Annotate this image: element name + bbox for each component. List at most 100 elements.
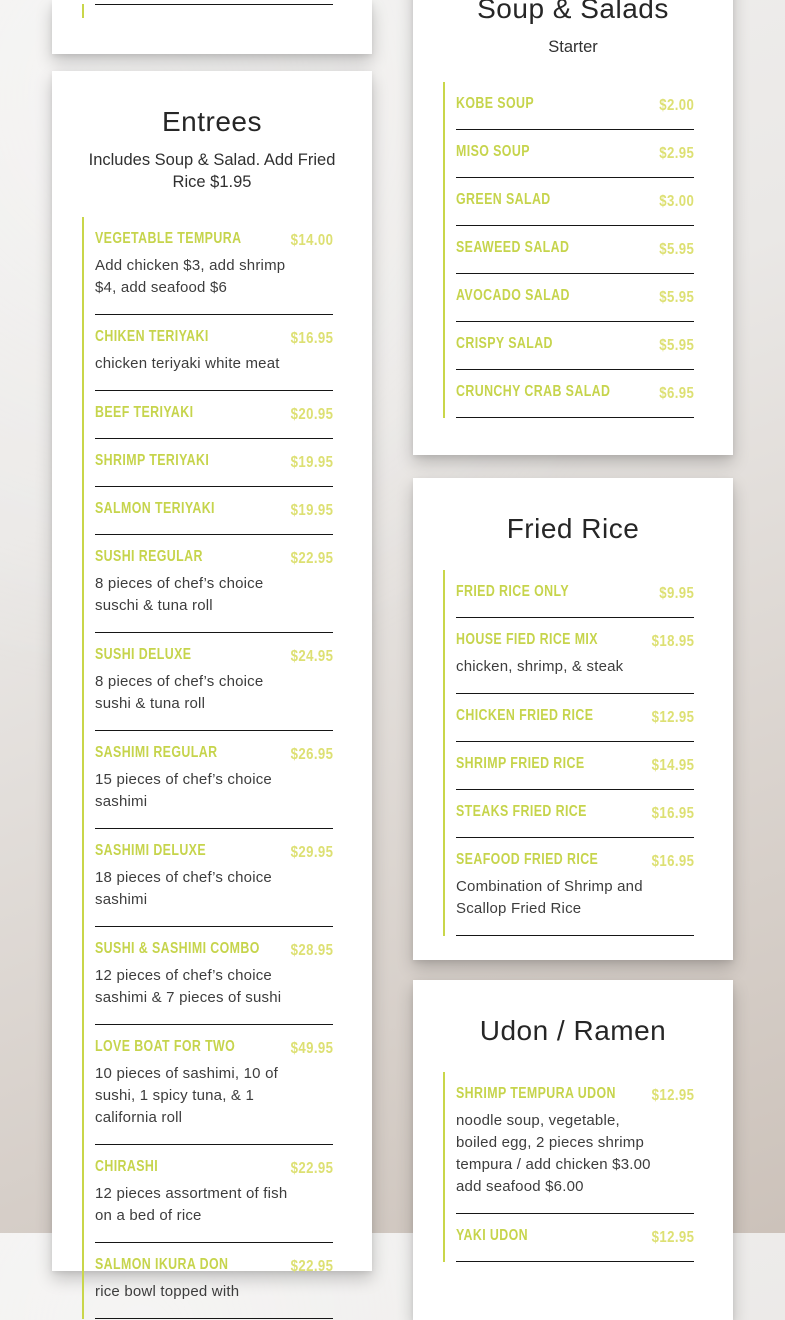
- item-name: Crispy Salad: [456, 335, 553, 352]
- item-name: Sushi Regular: [95, 548, 203, 565]
- item-price: $26.95: [290, 746, 333, 763]
- item-price: $2.00: [658, 97, 694, 114]
- item-description: rice bowl topped with: [95, 1283, 240, 1300]
- menu-item: Seafood Fried Rice $16.95 Combination of…: [456, 838, 694, 936]
- menu-item: Love Boat for Two $49.95 10 pieces of sa…: [95, 1025, 333, 1145]
- item-row: Sashimi Deluxe $29.95: [95, 842, 333, 861]
- item-name: Salmon Ikura Don: [95, 1256, 229, 1273]
- item-name: Seafood Fried Rice: [456, 851, 599, 868]
- item-name: Shrimp Teriyaki: [95, 452, 210, 469]
- menu-item: Chirashi $22.95 12 pieces assortment of …: [95, 1145, 333, 1243]
- menu-item: Crispy Salad $5.95: [456, 322, 694, 370]
- card-subtitle: Starter: [548, 38, 598, 56]
- item-price: $5.95: [658, 241, 694, 258]
- menu-card-udon-ramen: Udon / Ramen Shrimp Tempura Udon $12.95 …: [413, 980, 733, 1320]
- card-title: Udon / Ramen: [479, 1015, 667, 1046]
- item-price: $16.95: [290, 330, 333, 347]
- item-description: Add chicken $3, add shrimp $4, add seafo…: [95, 257, 286, 296]
- item-price: $12.95: [651, 1229, 694, 1246]
- item-row: Kobe Soup $2.00: [456, 95, 694, 114]
- item-row: Love Boat for Two $49.95: [95, 1038, 333, 1057]
- menu-item: Shrimp Tempura Udon $12.95 noodle soup, …: [456, 1072, 694, 1214]
- item-row: Seaweed Salad $5.95: [456, 239, 694, 258]
- menu-item: Salmon Teriyaki $19.95: [95, 487, 333, 535]
- item-row: Sushi & Sashimi Combo $28.95: [95, 940, 333, 959]
- item-name: Avocado Salad: [456, 287, 570, 304]
- item-price: $12.95: [651, 1087, 694, 1104]
- item-description: noodle soup, vegetable, boiled egg, 2 pi…: [456, 1112, 651, 1195]
- item-price: $16.95: [651, 805, 694, 822]
- menu-item: Chiken Teriyaki $16.95 chicken teriyaki …: [95, 315, 333, 391]
- item-price: $12.95: [651, 709, 694, 726]
- menu-list: Fried Rice Only $9.95 House Fied Rice Mi…: [443, 570, 694, 936]
- item-row: Green Salad $3.00: [456, 191, 694, 210]
- item-description: chicken teriyaki white meat: [95, 355, 280, 372]
- menu-item: House Fied Rice Mix $18.95 chicken, shri…: [456, 618, 694, 694]
- item-description: 12 pieces of chef’s choice sashimi & 7 p…: [95, 967, 282, 1006]
- menu-item: Vegetable Tempura $14.00 Add chicken $3,…: [95, 217, 333, 315]
- card-title: Soup & Salads: [477, 0, 669, 24]
- menu-item: Sashimi Regular $26.95 15 pieces of chef…: [95, 731, 333, 829]
- item-row: Avocado Salad $5.95: [456, 287, 694, 306]
- item-name: Miso Soup: [456, 143, 530, 160]
- menu-item: Crunchy Crab Salad $6.95: [456, 370, 694, 418]
- item-price: $22.95: [290, 1160, 333, 1177]
- card-subtitle: Includes Soup & Salad. Add Fried Rice $1…: [88, 151, 336, 191]
- item-row: Shrimp Fried Rice $14.95: [456, 755, 694, 774]
- item-name: Green Salad: [456, 191, 551, 208]
- item-price: $14.00: [290, 232, 333, 249]
- item-name: Yaki Udon: [456, 1227, 529, 1244]
- item-price: $24.95: [290, 648, 333, 665]
- item-price: $5.95: [658, 337, 694, 354]
- item-price: $29.95: [290, 844, 333, 861]
- item-price: $19.95: [290, 502, 333, 519]
- item-row: Sushi Regular $22.95: [95, 548, 333, 567]
- item-name: Steaks Fried Rice: [456, 803, 587, 820]
- item-name: House Fied Rice Mix: [456, 631, 598, 648]
- item-name: Sashimi Deluxe: [95, 842, 207, 859]
- item-price: $6.95: [658, 385, 694, 402]
- item-description: 12 pieces assortment of fish on a bed of…: [95, 1185, 288, 1224]
- item-row: Vegetable Tempura $14.00: [95, 230, 333, 249]
- item-description: 18 pieces of chef’s choice sashimi: [95, 869, 272, 908]
- item-price: $28.95: [290, 942, 333, 959]
- menu-item: Avocado Salad $5.95: [456, 274, 694, 322]
- item-price: $3.00: [658, 193, 694, 210]
- menu-item: Miso Soup $2.95: [456, 130, 694, 178]
- item-name: Shrimp Tempura Udon: [456, 1085, 616, 1102]
- menu-list: Shrimp Tempura Udon $12.95 noodle soup, …: [443, 1072, 694, 1262]
- item-price: $14.95: [651, 757, 694, 774]
- item-name: Chicken Fried Rice: [456, 707, 594, 724]
- item-row: Miso Soup $2.95: [456, 143, 694, 162]
- item-description: 10 pieces of sashimi, 10 of sushi, 1 spi…: [95, 1065, 278, 1126]
- item-row: Shrimp Tempura Udon $12.95: [456, 1085, 694, 1104]
- item-row: House Fied Rice Mix $18.95: [456, 631, 694, 650]
- item-row: Salmon Ikura Don $22.95: [95, 1256, 333, 1275]
- item-description: 8 pieces of chef’s choice suschi & tuna …: [95, 575, 264, 614]
- item-price: $20.95: [290, 406, 333, 423]
- item-price: $22.95: [290, 1258, 333, 1275]
- menu-item: Steaks Fried Rice $16.95: [456, 790, 694, 838]
- menu-list: Kobe Soup $2.00 Miso Soup $2.95 Green Sa…: [443, 82, 694, 418]
- item-description: 15 pieces of chef’s choice sashimi: [95, 771, 272, 810]
- item-row: Seafood Fried Rice $16.95: [456, 851, 694, 870]
- item-row: Chicken Fried Rice $12.95: [456, 707, 694, 726]
- item-price: $2.95: [658, 145, 694, 162]
- item-description: chicken, shrimp, & steak: [456, 658, 624, 675]
- card-title: Fried Rice: [506, 513, 640, 544]
- item-name: Shrimp Fried Rice: [456, 755, 585, 772]
- item-name: Seaweed Salad: [456, 239, 570, 256]
- item-price: $16.95: [651, 853, 694, 870]
- menu-item: Sushi Regular $22.95 8 pieces of chef’s …: [95, 535, 333, 633]
- item-divider: [95, 4, 333, 5]
- item-price: $19.95: [290, 454, 333, 471]
- item-name: Sashimi Regular: [95, 744, 218, 761]
- menu-item: Sashimi Deluxe $29.95 18 pieces of chef’…: [95, 829, 333, 927]
- item-row: Shrimp Teriyaki $19.95: [95, 452, 333, 471]
- item-name: Chiken Teriyaki: [95, 328, 209, 345]
- item-price: $9.95: [658, 585, 694, 602]
- menu-list-remnant: [82, 4, 333, 18]
- item-row: Crunchy Crab Salad $6.95: [456, 383, 694, 402]
- menu-item: Chicken Fried Rice $12.95: [456, 694, 694, 742]
- menu-item: Seaweed Salad $5.95: [456, 226, 694, 274]
